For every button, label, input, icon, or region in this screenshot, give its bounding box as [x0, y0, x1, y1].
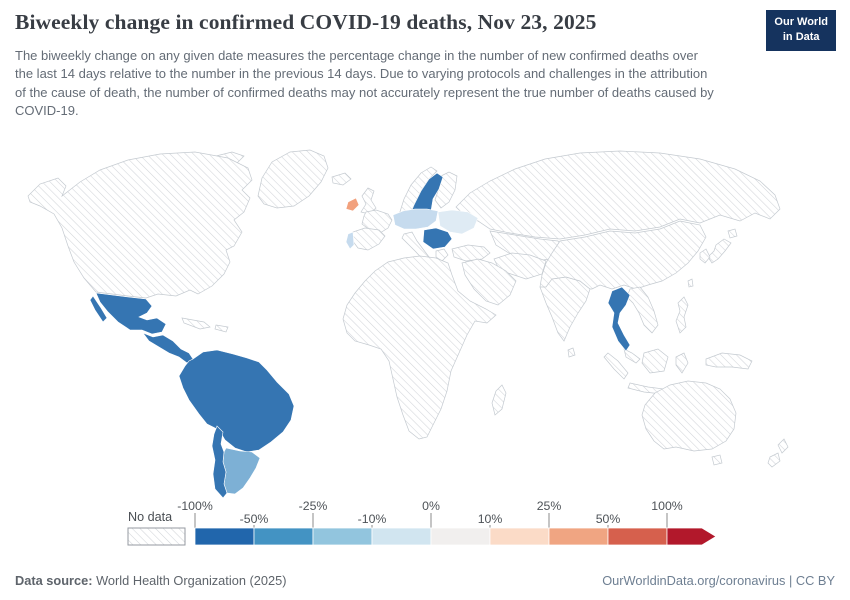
country-madagascar — [491, 384, 507, 416]
legend-tick-label: 25% — [537, 499, 562, 513]
country-central-europe[interactable] — [392, 208, 439, 230]
legend-bin-3 — [312, 527, 373, 546]
legend-no-data-swatch — [127, 527, 186, 546]
country-balkans-romania[interactable] — [422, 227, 453, 250]
country-ukraine[interactable] — [437, 209, 479, 235]
owid-logo[interactable]: Our World in Data — [766, 10, 836, 51]
country-vietnam-laos — [626, 286, 659, 334]
map-legend: No data -100% -50% -25% -10% 0% 10% 25% … — [127, 499, 717, 546]
chart-title: Biweekly change in confirmed COVID-19 de… — [15, 10, 597, 34]
country-portugal[interactable] — [345, 231, 355, 250]
country-sri-lanka — [567, 347, 576, 358]
country-japan — [707, 238, 732, 264]
country-korea — [699, 248, 711, 264]
country-united-kingdom — [360, 187, 377, 215]
data-source-label: Data source: — [15, 573, 93, 588]
legend-bin-6 — [489, 527, 550, 546]
footer-link[interactable]: OurWorldinData.org/coronavirus | CC BY — [602, 573, 835, 588]
country-france — [361, 209, 393, 234]
no-data-countries — [27, 149, 789, 468]
legend-no-data-label: No data — [128, 510, 172, 524]
country-india — [539, 276, 591, 342]
data-source-value: World Health Organization (2025) — [92, 573, 287, 588]
country-turkey — [451, 244, 491, 262]
legend-tick-label: -100% — [177, 499, 213, 513]
country-malaysia — [623, 348, 641, 364]
country-australia — [641, 380, 737, 452]
country-new-zealand-south — [767, 452, 781, 468]
footer-source: Data source: World Health Organization (… — [15, 573, 286, 588]
legend-bin-2 — [253, 527, 314, 546]
legend-bin-8 — [607, 527, 668, 546]
country-thailand[interactable] — [607, 286, 631, 352]
legend-tick-label: 100% — [651, 499, 683, 513]
legend-bin-7 — [548, 527, 609, 546]
legend-tick-label: 0% — [422, 499, 440, 513]
legend-tick-label: -50% — [240, 512, 269, 526]
country-greenland — [257, 149, 329, 209]
country-new-guinea — [705, 352, 753, 370]
chart-subtitle: The biweekly change on any given date me… — [15, 48, 714, 119]
country-tasmania — [711, 454, 723, 466]
country-arabia — [461, 258, 517, 306]
country-central-america[interactable] — [142, 332, 194, 364]
country-sulawesi — [675, 352, 689, 374]
country-russia — [455, 150, 781, 240]
country-philippines — [675, 296, 689, 334]
country-iceland — [331, 172, 352, 186]
country-new-zealand-north — [777, 438, 789, 454]
country-sumatra — [603, 352, 629, 380]
legend-tick-label: -10% — [358, 512, 387, 526]
legend-bin-1 — [194, 527, 255, 546]
country-mexico[interactable] — [95, 292, 167, 335]
country-africa — [342, 255, 497, 440]
owid-logo-line2: in Data — [782, 30, 820, 43]
legend-bin-5 — [430, 527, 491, 546]
country-argentina[interactable] — [222, 447, 261, 495]
country-mexico-baja[interactable] — [89, 295, 108, 323]
country-hispaniola — [214, 324, 229, 333]
country-northern-south-america[interactable] — [178, 349, 295, 453]
country-borneo — [641, 348, 669, 374]
country-ireland[interactable] — [345, 197, 360, 212]
country-hokkaido — [727, 228, 738, 239]
legend-bin-4 — [371, 527, 432, 546]
country-canada-usa — [27, 151, 253, 299]
country-taiwan — [687, 278, 694, 288]
legend-tick-label: 10% — [478, 512, 503, 526]
country-china-mongolia — [539, 220, 707, 290]
legend-arrow-bin — [666, 527, 717, 546]
legend-tick-label: 50% — [596, 512, 621, 526]
country-chile[interactable] — [211, 425, 228, 499]
legend-tick-label: -25% — [299, 499, 328, 513]
country-spain — [351, 227, 386, 251]
colored-countries — [89, 172, 631, 499]
owid-logo-line1: Our World — [774, 16, 828, 28]
country-greece — [435, 248, 449, 262]
country-cuba — [181, 317, 211, 330]
